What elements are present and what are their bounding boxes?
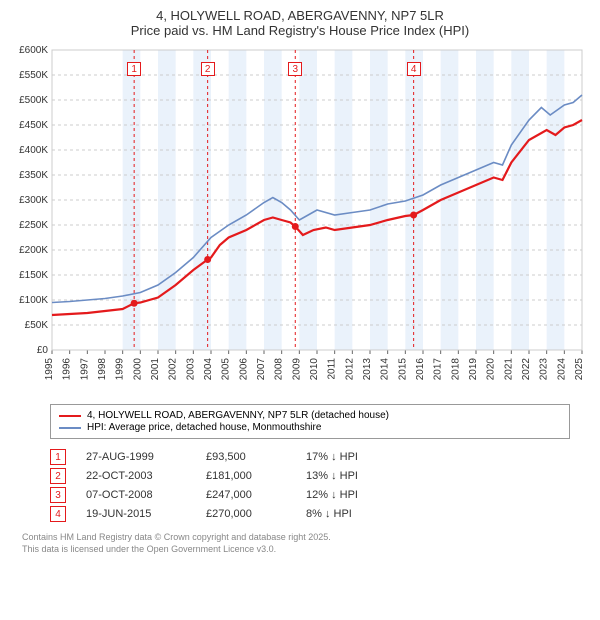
y-tick-label: £450K <box>19 120 48 131</box>
chart-title-block: 4, HOLYWELL ROAD, ABERGAVENNY, NP7 5LR P… <box>10 8 590 38</box>
x-tick-label: 1997 <box>79 358 90 381</box>
y-tick-label: £250K <box>19 220 48 231</box>
y-tick-label: £50K <box>25 320 49 331</box>
y-tick-label: £150K <box>19 270 48 281</box>
x-tick-label: 2008 <box>274 358 285 381</box>
sales-row: 3 07-OCT-2008£247,00012% ↓ HPI <box>50 487 590 503</box>
x-tick-label: 1999 <box>115 358 126 381</box>
legend-row-hpi: HPI: Average price, detached house, Monm… <box>59 422 561 433</box>
x-tick-label: 2018 <box>450 358 461 381</box>
x-tick-label: 2010 <box>309 358 320 381</box>
sales-row-price: £181,000 <box>206 470 306 482</box>
chart-title-line2: Price paid vs. HM Land Registry's House … <box>10 23 590 38</box>
x-tick-label: 1998 <box>97 358 108 381</box>
sales-row-diff: 8% ↓ HPI <box>306 508 406 520</box>
x-tick-label: 2007 <box>256 358 267 381</box>
sales-row-num: 4 <box>50 506 66 522</box>
x-tick-label: 1996 <box>62 358 73 381</box>
y-tick-label: £0 <box>37 345 49 356</box>
x-tick-label: 2024 <box>556 358 567 381</box>
sales-row-price: £247,000 <box>206 489 306 501</box>
x-tick-label: 2001 <box>150 358 161 381</box>
x-tick-label: 2004 <box>203 358 214 381</box>
x-tick-label: 2006 <box>238 358 249 381</box>
chart-area: £0 £50K £100K £150K £200K £250K £300K £350K £400… <box>10 44 590 396</box>
sales-row-price: £93,500 <box>206 451 306 463</box>
chart-title-line1: 4, HOLYWELL ROAD, ABERGAVENNY, NP7 5LR <box>10 8 590 23</box>
x-tick-label: 2012 <box>344 358 355 381</box>
x-tick-label: 2015 <box>397 358 408 381</box>
y-tick-label: £500K <box>19 95 48 106</box>
x-tick-label: 2009 <box>291 358 302 381</box>
x-tick-label: 2022 <box>521 358 532 381</box>
sales-row-date: 27-AUG-1999 <box>86 451 206 463</box>
sales-row: 2 22-OCT-2003£181,00013% ↓ HPI <box>50 468 590 484</box>
sale-marker-4: 4 <box>407 62 421 76</box>
x-tick-label: 2003 <box>185 358 196 381</box>
x-tick-label: 2002 <box>168 358 179 381</box>
sale-marker-1: 1 <box>127 62 141 76</box>
sales-row-diff: 13% ↓ HPI <box>306 470 406 482</box>
y-tick-label: £550K <box>19 70 48 81</box>
sales-row-price: £270,000 <box>206 508 306 520</box>
x-tick-label: 2013 <box>362 358 373 381</box>
footer-note: Contains HM Land Registry data © Crown c… <box>22 532 580 555</box>
y-tick-label: £350K <box>19 170 48 181</box>
sales-row-date: 07-OCT-2008 <box>86 489 206 501</box>
x-tick-label: 1995 <box>44 358 55 381</box>
legend: 4, HOLYWELL ROAD, ABERGAVENNY, NP7 5LR (… <box>50 404 570 439</box>
x-tick-label: 2014 <box>380 358 391 381</box>
y-tick-label: £300K <box>19 195 48 206</box>
x-tick-label: 2011 <box>327 358 338 380</box>
sales-table: 1 27-AUG-1999£93,50017% ↓ HPI 2 22-OCT-2003… <box>50 449 590 522</box>
y-tick-label: £100K <box>19 295 48 306</box>
x-tick-label: 2016 <box>415 358 426 381</box>
x-tick-label: 2005 <box>221 358 232 381</box>
legend-swatch <box>59 415 81 417</box>
sales-row: 4 19-JUN-2015£270,0008% ↓ HPI <box>50 506 590 522</box>
sales-row-num: 3 <box>50 487 66 503</box>
footer-line1: Contains HM Land Registry data © Crown c… <box>22 532 580 544</box>
legend-label: HPI: Average price, detached house, Monm… <box>87 422 321 433</box>
sales-row-diff: 12% ↓ HPI <box>306 489 406 501</box>
x-tick-label: 2020 <box>486 358 497 381</box>
sales-row-num: 2 <box>50 468 66 484</box>
sale-marker-2: 2 <box>201 62 215 76</box>
legend-swatch <box>59 427 81 429</box>
chart-svg: £0 £50K £100K £150K £200K £250K £300K £350K £400… <box>10 44 590 396</box>
sales-row-num: 1 <box>50 449 66 465</box>
y-tick-label: £200K <box>19 245 48 256</box>
x-tick-label: 2017 <box>433 358 444 381</box>
sales-row-date: 22-OCT-2003 <box>86 470 206 482</box>
x-tick-label: 2023 <box>539 358 550 381</box>
x-tick-label: 2019 <box>468 358 479 381</box>
sale-marker-3: 3 <box>288 62 302 76</box>
sales-row-diff: 17% ↓ HPI <box>306 451 406 463</box>
x-tick-label: 2000 <box>132 358 143 381</box>
legend-row-price_paid: 4, HOLYWELL ROAD, ABERGAVENNY, NP7 5LR (… <box>59 410 561 421</box>
y-tick-label: £400K <box>19 145 48 156</box>
footer-line2: This data is licensed under the Open Gov… <box>22 544 580 556</box>
y-tick-label: £600K <box>19 45 48 56</box>
x-tick-label: 2021 <box>503 358 514 381</box>
x-tick-label: 2025 <box>574 358 585 381</box>
legend-label: 4, HOLYWELL ROAD, ABERGAVENNY, NP7 5LR (… <box>87 410 389 421</box>
sales-row-date: 19-JUN-2015 <box>86 508 206 520</box>
sales-row: 1 27-AUG-1999£93,50017% ↓ HPI <box>50 449 590 465</box>
